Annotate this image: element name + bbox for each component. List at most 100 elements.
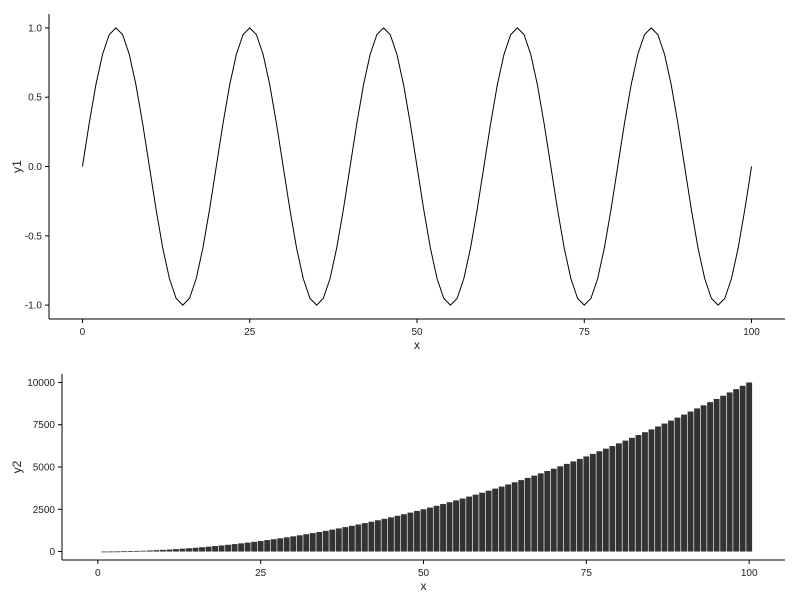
bar	[609, 446, 616, 552]
bar	[192, 547, 199, 552]
bar	[101, 551, 108, 553]
bar	[570, 461, 577, 552]
y-tick-label: 2500	[33, 505, 56, 516]
y-tick-label: 0.0	[28, 162, 42, 173]
y-tick-label: 10000	[27, 378, 55, 389]
bar	[635, 435, 642, 552]
bar	[615, 443, 622, 552]
bar	[602, 448, 609, 552]
bar	[414, 510, 420, 552]
bar	[446, 502, 453, 552]
bar	[205, 546, 212, 552]
bar	[329, 529, 336, 552]
bar	[133, 550, 140, 552]
x-tick-label: 75	[579, 327, 591, 338]
bar	[394, 515, 401, 552]
bar	[361, 523, 368, 552]
bar	[459, 498, 466, 552]
bar	[472, 494, 479, 552]
bar	[199, 547, 205, 552]
bar	[531, 475, 538, 552]
bar	[427, 507, 433, 552]
bar	[381, 518, 388, 552]
bar	[303, 534, 310, 552]
x-tick-label: 0	[80, 327, 86, 338]
bar	[218, 545, 225, 552]
x-tick-label: 50	[411, 327, 423, 338]
x-tick-label: 100	[743, 327, 760, 338]
bar	[140, 550, 147, 552]
bar	[720, 395, 727, 552]
bar	[420, 509, 427, 552]
bar	[700, 405, 707, 552]
bar	[726, 392, 733, 552]
bar	[401, 514, 407, 552]
bar	[498, 486, 505, 552]
bar	[655, 426, 661, 552]
bar	[479, 492, 486, 552]
bar	[231, 544, 238, 552]
x-tick-label: 75	[581, 568, 593, 579]
bar	[629, 437, 635, 552]
bar	[505, 484, 512, 552]
bar	[524, 477, 531, 552]
bar	[166, 549, 173, 552]
bar	[576, 458, 583, 552]
bar	[342, 527, 349, 552]
bar	[335, 528, 342, 552]
bar	[681, 414, 687, 552]
x-tick-label: 50	[418, 568, 430, 579]
y-tick-label: 0	[49, 547, 55, 558]
bar	[348, 525, 355, 552]
y-tick-label: 7500	[33, 420, 56, 431]
bar	[466, 496, 473, 552]
bar	[440, 504, 446, 552]
bar	[114, 551, 121, 553]
bar	[290, 536, 297, 552]
bar	[238, 543, 245, 552]
bar	[433, 505, 440, 552]
bar	[511, 482, 518, 552]
bar	[407, 512, 414, 552]
bar	[563, 463, 570, 552]
bar	[596, 451, 603, 552]
bar	[544, 471, 551, 552]
bar	[153, 550, 160, 552]
bar	[668, 420, 674, 552]
bar	[179, 548, 186, 552]
bar	[225, 544, 232, 552]
bar	[277, 538, 284, 552]
x-tick-label: 100	[741, 568, 758, 579]
bar	[309, 533, 316, 552]
bar	[583, 456, 590, 552]
y-axis-label: y2	[10, 460, 24, 473]
bar	[642, 432, 648, 552]
bar	[147, 550, 153, 552]
bar	[687, 411, 694, 552]
bar	[557, 466, 564, 552]
bar	[264, 540, 271, 552]
x-axis-label: x	[414, 338, 420, 352]
y-tick-label: 5000	[33, 463, 56, 474]
bar	[707, 402, 714, 552]
bar	[388, 517, 394, 552]
x-tick-label: 0	[95, 568, 101, 579]
bar	[355, 524, 362, 552]
bar	[485, 490, 492, 552]
bar	[661, 423, 668, 552]
bar	[127, 551, 134, 552]
bar	[622, 440, 629, 552]
bar	[186, 548, 192, 552]
x-tick-label: 25	[255, 568, 267, 579]
bar	[674, 417, 681, 552]
plot-1: 0 25 50 75 100 -1.0 -0.5 0.0 0.5 1.0 x y1	[10, 14, 785, 352]
bar	[713, 398, 720, 552]
bar	[212, 546, 218, 552]
bar	[173, 549, 179, 552]
bar	[453, 500, 459, 552]
y-tick-label: 0.5	[28, 93, 42, 104]
bar	[518, 480, 525, 552]
bar	[316, 531, 323, 552]
plot-2: 0 25 50 75 100 0 2500 5000 7500 10000 x y2	[10, 374, 785, 593]
